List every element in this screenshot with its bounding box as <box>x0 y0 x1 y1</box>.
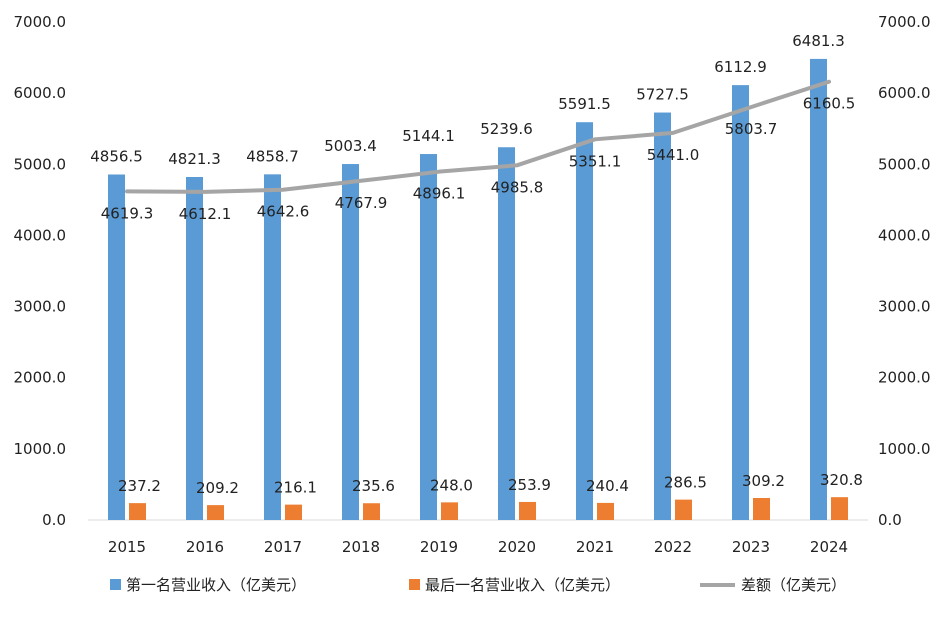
bar-first-place <box>810 58 827 521</box>
bar-last-place <box>831 497 848 520</box>
data-label-last-place: 248.0 <box>430 476 473 494</box>
legend-swatch-last-place <box>409 579 420 590</box>
right-axis: 0.0 1000.0 2000.0 3000.0 4000.0 5000.0 6000.0 7… <box>878 13 931 529</box>
data-label-last-place: 216.1 <box>274 479 317 497</box>
bar-first-place <box>186 176 203 520</box>
data-label-last-place: 286.5 <box>664 474 707 492</box>
right-axis-tick-label: 6000.0 <box>878 84 931 102</box>
data-label-first-place: 5591.5 <box>558 95 611 113</box>
left-axis-tick-label: 6000.0 <box>14 84 67 102</box>
left-axis-tick-label: 4000.0 <box>14 226 67 244</box>
bar-first-place <box>420 154 437 520</box>
legend-label-last-place: 最后一名营业收入（亿美元） <box>425 576 620 594</box>
data-label-last-place: 253.9 <box>508 476 551 494</box>
data-label-first-place: 5144.1 <box>402 127 455 145</box>
bar-last-place <box>597 502 614 520</box>
left-axis-tick-label: 0.0 <box>42 511 66 529</box>
data-label-first-place: 5727.5 <box>636 86 689 104</box>
data-label-difference: 4896.1 <box>413 185 466 203</box>
left-axis-tick-label: 7000.0 <box>14 13 67 31</box>
x-axis-tick-label: 2020 <box>498 538 536 556</box>
left-axis: 0.0 1000.0 2000.0 3000.0 4000.0 5000.0 6000.0 7… <box>14 13 67 529</box>
legend: 第一名营业收入（亿美元） 最后一名营业收入（亿美元） 差额（亿美元） <box>110 576 846 594</box>
data-label-last-place: 237.2 <box>118 477 161 495</box>
legend-label-difference: 差额（亿美元） <box>741 576 846 594</box>
bar-last-place <box>441 502 458 520</box>
x-axis-tick-label: 2015 <box>108 538 146 556</box>
bar-last-place <box>675 499 692 520</box>
right-axis-tick-label: 1000.0 <box>878 440 931 458</box>
left-axis-tick-label: 1000.0 <box>14 440 67 458</box>
data-label-last-place: 209.2 <box>196 479 239 497</box>
data-label-difference: 4619.3 <box>101 204 154 222</box>
data-label-first-place: 4858.7 <box>246 147 299 165</box>
bar-first-place <box>108 174 125 520</box>
right-axis-tick-label: 4000.0 <box>878 226 931 244</box>
data-label-first-place: 5003.4 <box>324 137 377 155</box>
bar-last-place <box>207 505 224 520</box>
data-label-first-place: 5239.6 <box>480 120 533 138</box>
x-axis-tick-label: 2018 <box>342 538 380 556</box>
x-axis-tick-label: 2024 <box>810 538 848 556</box>
data-label-last-place: 320.8 <box>820 471 863 489</box>
bar-first-place <box>654 112 671 520</box>
right-axis-tick-label: 3000.0 <box>878 298 931 316</box>
legend-swatch-first-place <box>110 579 121 590</box>
bar-last-place <box>129 503 146 520</box>
data-label-difference: 5803.7 <box>725 120 778 138</box>
right-axis-tick-label: 2000.0 <box>878 369 931 387</box>
bar-first-place <box>342 164 359 520</box>
data-label-difference: 4767.9 <box>335 194 388 212</box>
x-axis-tick-label: 2022 <box>654 538 692 556</box>
bars <box>108 58 848 521</box>
difference-line <box>125 79 831 194</box>
x-axis-tick-label: 2019 <box>420 538 458 556</box>
data-label-difference: 5351.1 <box>569 152 622 170</box>
bar-first-place <box>576 122 593 520</box>
data-label-difference: 4642.6 <box>257 203 310 221</box>
x-axis-tick-label: 2023 <box>732 538 770 556</box>
bar-first-place <box>498 147 515 521</box>
left-axis-tick-label: 5000.0 <box>14 155 67 173</box>
right-axis-tick-label: 5000.0 <box>878 155 931 173</box>
data-label-difference: 6160.5 <box>803 95 856 113</box>
bar-first-place <box>732 85 749 520</box>
data-label-difference: 4612.1 <box>179 205 232 223</box>
right-axis-tick-label: 0.0 <box>878 511 902 529</box>
x-axis-tick-label: 2021 <box>576 538 614 556</box>
x-axis-tick-label: 2017 <box>264 538 302 556</box>
bar-last-place <box>753 498 770 520</box>
x-axis-tick-label: 2016 <box>186 538 224 556</box>
left-axis-tick-label: 2000.0 <box>14 369 67 387</box>
difference-series-line <box>125 79 831 194</box>
data-label-difference: 4985.8 <box>491 178 544 196</box>
x-axis-tick-labels: 2015 2016 2017 2018 2019 2020 2021 2022 2023 2024 <box>108 538 848 556</box>
data-labels: 4856.5 237.2 4821.3 209.2 4858.7 216.1 5003.4 2… <box>90 32 863 497</box>
data-label-first-place: 6112.9 <box>714 58 767 76</box>
data-label-difference: 5441.0 <box>647 146 700 164</box>
data-label-first-place: 6481.3 <box>792 32 845 50</box>
data-label-first-place: 4856.5 <box>90 147 143 165</box>
data-label-last-place: 235.6 <box>352 477 395 495</box>
data-label-last-place: 309.2 <box>742 472 785 490</box>
bar-last-place <box>285 504 302 520</box>
bar-last-place <box>363 503 380 520</box>
legend-label-first-place: 第一名营业收入（亿美元） <box>126 576 306 594</box>
data-label-last-place: 240.4 <box>586 477 629 495</box>
bar-first-place <box>264 174 281 520</box>
data-label-first-place: 4821.3 <box>168 150 221 168</box>
right-axis-tick-label: 7000.0 <box>878 13 931 31</box>
bar-last-place <box>519 501 536 520</box>
left-axis-tick-label: 3000.0 <box>14 298 67 316</box>
